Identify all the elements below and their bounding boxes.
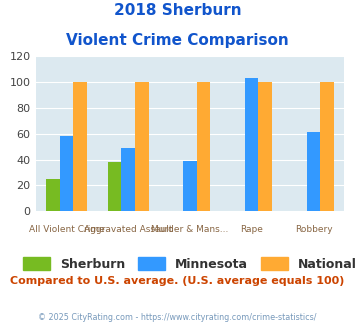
Text: Aggravated Assault: Aggravated Assault — [84, 225, 173, 234]
Bar — [245, 78, 258, 211]
Bar — [258, 82, 272, 211]
Bar — [121, 148, 135, 211]
Text: © 2025 CityRating.com - https://www.cityrating.com/crime-statistics/: © 2025 CityRating.com - https://www.city… — [38, 314, 317, 322]
Bar — [60, 136, 73, 211]
Bar — [307, 132, 320, 211]
Bar — [197, 82, 210, 211]
Text: Compared to U.S. average. (U.S. average equals 100): Compared to U.S. average. (U.S. average … — [10, 276, 345, 285]
Bar — [135, 82, 148, 211]
Bar — [108, 162, 121, 211]
Text: Robbery: Robbery — [295, 225, 332, 234]
Text: All Violent Crime: All Violent Crime — [28, 225, 104, 234]
Text: 2018 Sherburn: 2018 Sherburn — [114, 3, 241, 18]
Bar — [46, 179, 60, 211]
Text: Murder & Mans...: Murder & Mans... — [151, 225, 229, 234]
Legend: Sherburn, Minnesota, National: Sherburn, Minnesota, National — [18, 251, 355, 276]
Bar — [73, 82, 87, 211]
Text: Violent Crime Comparison: Violent Crime Comparison — [66, 33, 289, 48]
Text: Rape: Rape — [240, 225, 263, 234]
Bar — [320, 82, 334, 211]
Bar — [183, 161, 197, 211]
